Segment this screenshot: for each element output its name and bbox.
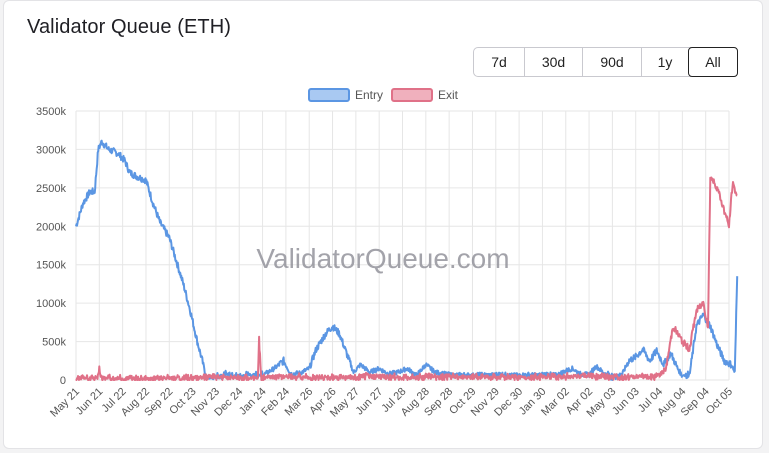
y-tick-label: 500k <box>42 337 66 349</box>
legend-label-exit[interactable]: Exit <box>438 88 459 102</box>
x-tick-label: Oct 05 <box>704 386 735 417</box>
series-line-entry <box>75 139 739 381</box>
range-button-7d[interactable]: 7d <box>474 48 524 76</box>
series-line-exit <box>75 176 738 381</box>
legend-swatch-entry[interactable] <box>308 88 350 102</box>
range-button-all[interactable]: All <box>688 47 738 77</box>
range-button-30d[interactable]: 30d <box>524 48 582 76</box>
chart-grid <box>75 110 730 381</box>
chart-series <box>75 139 739 381</box>
y-tick-label: 1000k <box>36 298 66 310</box>
legend-label-entry[interactable]: Entry <box>355 88 383 102</box>
range-button-1y[interactable]: 1y <box>641 48 688 76</box>
page-title: Validator Queue (ETH) <box>27 16 232 38</box>
chart-legend: Entry Exit <box>308 88 459 102</box>
legend-swatch-exit[interactable] <box>391 88 433 102</box>
y-tick-label: 3500k <box>36 106 66 118</box>
watermark-text: ValidatorQueue.com <box>256 243 509 274</box>
y-tick-label: 2000k <box>36 221 66 233</box>
y-tick-label: 3000k <box>36 144 66 156</box>
x-tick-label: May 21 <box>48 386 82 420</box>
y-tick-label: 1500k <box>36 260 66 272</box>
time-range-selector: 7d 30d 90d 1y All <box>473 47 738 77</box>
y-tick-label: 2500k <box>36 183 66 195</box>
range-button-90d[interactable]: 90d <box>582 48 641 76</box>
y-tick-label: 0 <box>60 375 66 387</box>
y-axis-ticks: 0 500k 1000k 1500k 2000k 2500k 3000k 3500k <box>36 106 66 387</box>
